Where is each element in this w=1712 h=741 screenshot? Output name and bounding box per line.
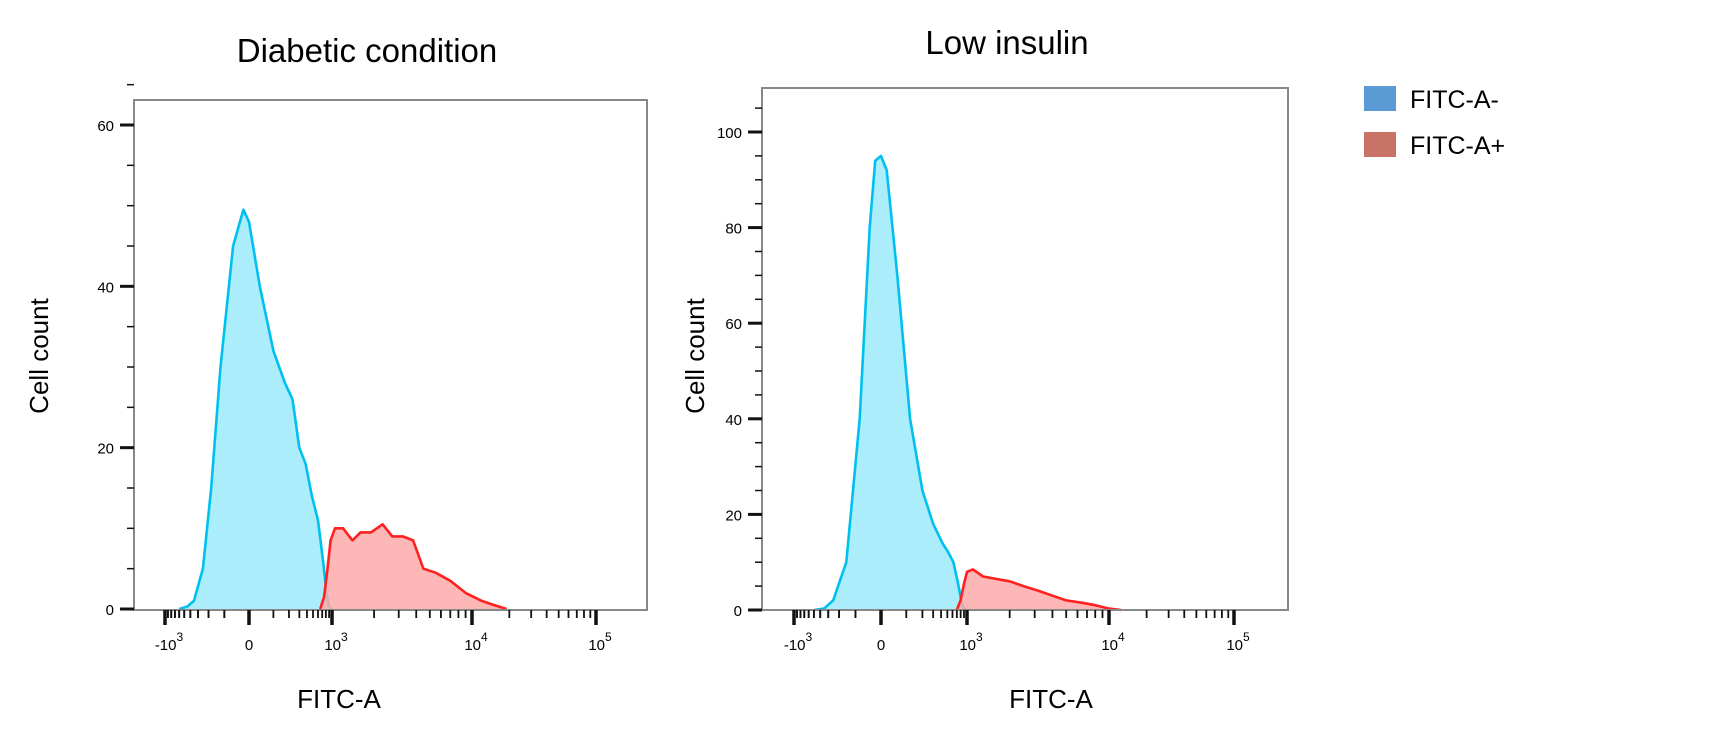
x-tick-label: 105 [1226, 630, 1250, 654]
legend-swatch [1364, 86, 1396, 111]
x-tick-label: -103 [784, 630, 813, 654]
y-tick-label: 40 [725, 412, 742, 429]
legend: FITC-A- FITC-A+ [1364, 86, 1505, 160]
x-axis-label: FITC-A [297, 684, 381, 714]
plot-frame [761, 87, 1289, 611]
x-tick-label: 104 [1101, 630, 1125, 654]
x-tick-label: 0 [877, 637, 885, 654]
legend-item-fitc-neg: FITC-A- [1364, 86, 1499, 114]
series-area-fitc-neg [813, 155, 967, 610]
legend-label: FITC-A- [1410, 86, 1499, 114]
legend-item-fitc-pos: FITC-A+ [1364, 132, 1505, 160]
chart-title: Diabetic condition [237, 32, 498, 69]
y-tick-label: 100 [717, 125, 742, 142]
y-tick-label: 60 [725, 316, 742, 333]
chart-diabetic-condition: Diabetic condition Cell count FITC-A 0 20… [24, 32, 648, 714]
y-tick-label: 20 [725, 507, 742, 524]
legend-swatch [1364, 132, 1396, 157]
x-axis-label: FITC-A [1009, 684, 1093, 714]
y-tick-label: 0 [106, 602, 114, 619]
y-tick-label: 0 [734, 603, 742, 620]
chart-low-insulin: Low insulin Cell count FITC-A 0 20 40 60 80 1… [680, 24, 1289, 714]
series-line-fitc-neg [813, 154, 968, 612]
x-tick-label: -103 [155, 630, 184, 654]
series-line-fitc-pos [318, 523, 507, 611]
plot-frame [133, 99, 648, 611]
chart-title: Low insulin [925, 24, 1088, 61]
y-axis-label: Cell count [24, 297, 54, 413]
y-tick-label: 20 [97, 441, 114, 458]
series-area-fitc-pos [320, 524, 507, 609]
series-area-fitc-neg [179, 209, 332, 609]
y-tick-label: 60 [97, 118, 114, 135]
legend-label: FITC-A+ [1410, 132, 1505, 160]
x-tick-label: 0 [245, 637, 253, 654]
y-tick-label: 80 [725, 221, 742, 238]
x-tick-label: 104 [464, 630, 488, 654]
x-tick-label: 103 [959, 630, 983, 654]
y-tick-label: 40 [97, 279, 114, 296]
series-line-fitc-neg [178, 208, 333, 611]
series-line-fitc-pos [955, 568, 1122, 612]
x-tick-label: 103 [324, 630, 348, 654]
x-tick-label: 105 [588, 630, 612, 654]
y-axis-label: Cell count [680, 297, 710, 413]
